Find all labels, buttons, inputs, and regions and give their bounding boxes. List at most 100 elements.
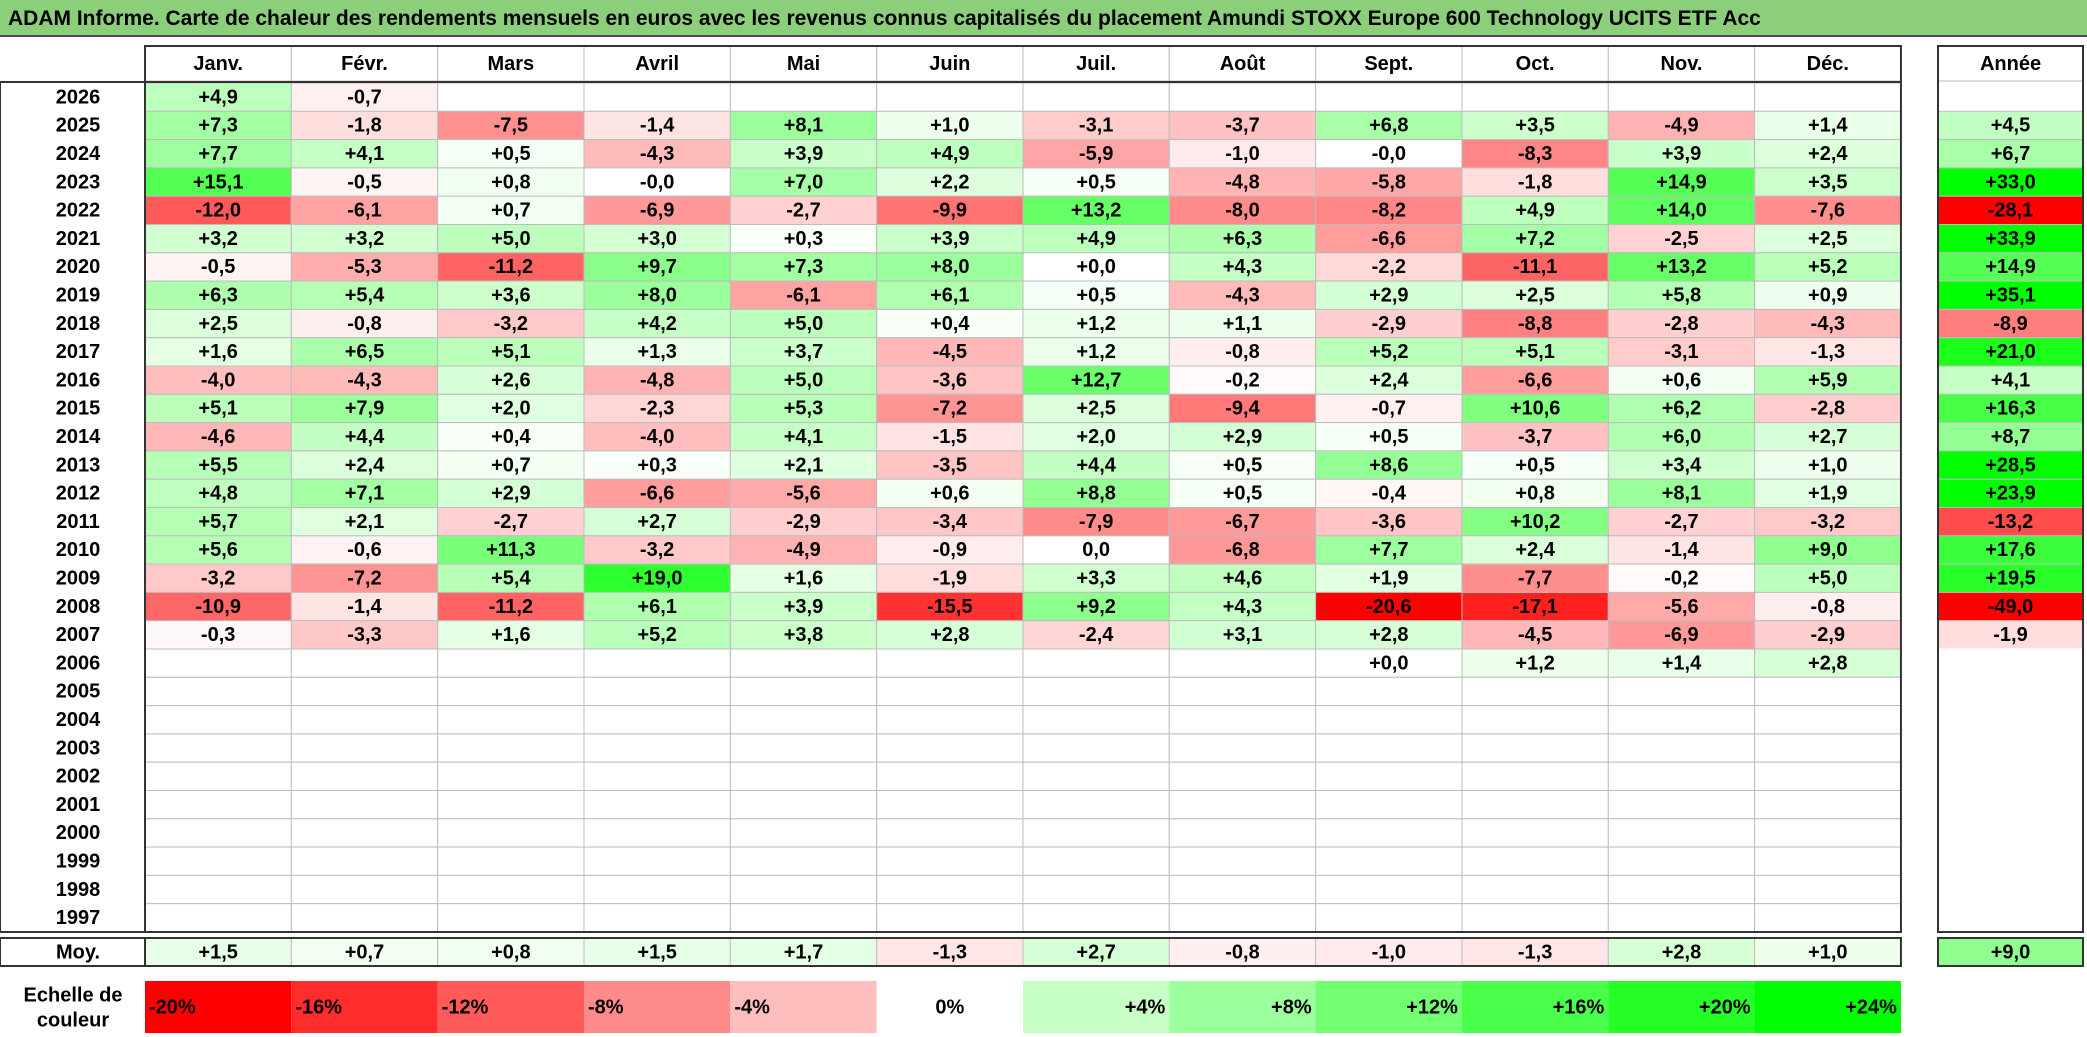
- heat-cell: [1754, 846, 1902, 876]
- year-label: 1997: [56, 907, 101, 929]
- cell-value: -0,6: [347, 539, 381, 561]
- heat-cell: [290, 422, 439, 452]
- heat-cell: [1022, 761, 1170, 792]
- cell-value: +1,0: [930, 115, 969, 137]
- cell-value: +2,4: [1515, 539, 1555, 561]
- cell-value: +5,5: [198, 454, 237, 476]
- scale-swatch: [583, 981, 731, 1033]
- scale-swatch: [1608, 981, 1755, 1033]
- heat-cell: [1461, 393, 1609, 424]
- header-cell: [1022, 45, 1170, 82]
- month-header-9: Sept.: [1364, 53, 1413, 75]
- cell-value: -3,2: [201, 568, 235, 590]
- annual-cell: [1937, 676, 2084, 707]
- year-label: 2005: [56, 681, 101, 703]
- heat-cell: [1168, 82, 1317, 112]
- scale-label: +24%: [1845, 996, 1897, 1018]
- cell-value: -3,7: [1225, 115, 1259, 137]
- annual-cell: [1937, 167, 2084, 197]
- cell-value: -6,9: [640, 200, 674, 222]
- heat-cell: [1168, 535, 1317, 565]
- month-header-5: Mai: [787, 53, 820, 75]
- year-label: 2012: [56, 483, 101, 505]
- cell-value: +0,0: [1369, 652, 1408, 674]
- heat-cell: [1168, 252, 1317, 282]
- cell-value: +9,7: [637, 256, 676, 278]
- heat-cell: [583, 563, 731, 593]
- heat-cell: [144, 535, 292, 565]
- heat-cell: [144, 422, 292, 452]
- year-label: 2000: [56, 822, 101, 844]
- cell-value: +5,6: [198, 539, 237, 561]
- heat-cell: [876, 195, 1024, 225]
- heat-cell: [1315, 252, 1463, 282]
- cell-value: -2,7: [494, 511, 528, 533]
- heat-cell: [729, 705, 878, 735]
- header-cell: [1315, 45, 1463, 82]
- cell-value: +3,9: [784, 596, 823, 618]
- heat-cell: [437, 563, 585, 593]
- cell-value: -1,5: [933, 426, 967, 448]
- cell-value: +4,9: [1515, 200, 1554, 222]
- heat-cell: [1168, 337, 1317, 367]
- heat-cell: [1607, 82, 1756, 112]
- heat-cell: [437, 733, 585, 763]
- month-header-10: Oct.: [1516, 53, 1555, 75]
- heat-cell: [1022, 591, 1170, 622]
- cell-value: -2,7: [1664, 511, 1698, 533]
- cell-value: +8,1: [1662, 483, 1701, 505]
- year-grid-border: [0, 81, 146, 933]
- cell-value: +8,1: [784, 115, 823, 137]
- annual-cell: [1937, 874, 2084, 905]
- heat-cell: [1461, 761, 1609, 792]
- heat-cell: [1315, 846, 1463, 876]
- heat-cell: [144, 648, 292, 678]
- cell-value: -3,4: [933, 511, 968, 533]
- cell-value: +2,8: [1808, 652, 1847, 674]
- cell-value: +7,7: [1369, 539, 1408, 561]
- cell-value: +5,0: [784, 313, 823, 335]
- year-label: 2019: [56, 285, 101, 307]
- heat-cell: [1315, 790, 1463, 820]
- cell-value: +4,1: [345, 143, 384, 165]
- cell-value: +5,9: [1808, 369, 1847, 391]
- year-label: 2007: [56, 624, 101, 646]
- year-label: 2022: [56, 200, 101, 222]
- annual-cell: [1937, 337, 2084, 367]
- month-header-4: Avril: [635, 53, 679, 75]
- cell-value: -9,4: [1225, 398, 1260, 420]
- cell-value: +1,2: [1515, 652, 1554, 674]
- heat-cell: [583, 224, 731, 254]
- heat-cell: [1315, 676, 1463, 707]
- heat-cell: [583, 676, 731, 707]
- cell-value: +7,3: [198, 115, 237, 137]
- cell-value: -3,1: [1664, 341, 1698, 363]
- heat-cell: [583, 308, 731, 339]
- cell-value: -0,2: [1225, 369, 1259, 391]
- heat-cell: [437, 790, 585, 820]
- cell-value: +4,4: [345, 426, 385, 448]
- heat-cell: [1607, 563, 1756, 593]
- cell-value: -8,0: [1225, 200, 1259, 222]
- heat-cell: [1168, 167, 1317, 197]
- heat-cell: [876, 705, 1024, 735]
- heat-cell: [1315, 761, 1463, 792]
- annual-cell: [1937, 620, 2084, 650]
- annual-cell: [1937, 280, 2084, 310]
- annual-value: -28,1: [1988, 200, 2034, 222]
- heat-cell: [1461, 280, 1609, 310]
- annual-value: +6,7: [1991, 143, 2030, 165]
- heat-cell: [1315, 167, 1463, 197]
- cell-value: -6,1: [786, 285, 820, 307]
- cell-value: +5,1: [1515, 341, 1554, 363]
- cell-value: +7,2: [1515, 228, 1554, 250]
- year-label: 2025: [56, 115, 101, 137]
- heat-cell: [1315, 535, 1463, 565]
- cell-value: -6,6: [1518, 369, 1552, 391]
- cell-value: +19,0: [632, 568, 683, 590]
- heat-cell: [437, 874, 585, 905]
- heat-cell: [290, 478, 439, 509]
- cell-value: -4,3: [347, 369, 381, 391]
- average-value: -0,8: [1225, 941, 1259, 963]
